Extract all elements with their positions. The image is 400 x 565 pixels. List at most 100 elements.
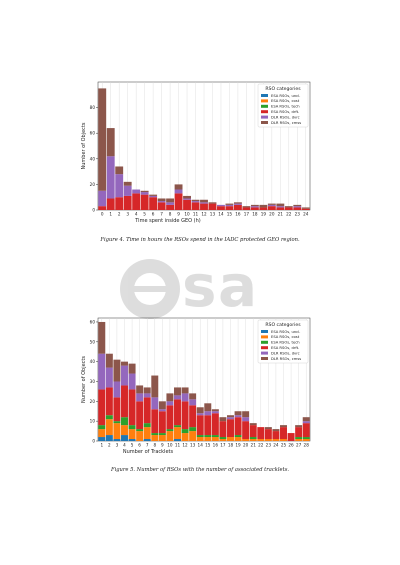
x-tick-label: 3 xyxy=(126,212,129,217)
bar-segment xyxy=(121,365,128,386)
y-tick-label: 50 xyxy=(90,339,96,344)
x-tick-label: 0 xyxy=(101,212,104,217)
bar-segment xyxy=(121,385,128,418)
bar-segment xyxy=(174,439,181,441)
bar-segment xyxy=(140,194,149,210)
legend-title: RSO categories xyxy=(265,86,301,92)
x-axis-label: Number of Tracklets xyxy=(123,449,174,455)
legend-entry: ESA RSOs, drft. xyxy=(271,346,299,350)
bar-segment xyxy=(211,435,219,438)
legend-swatch xyxy=(261,110,268,114)
bar-segment xyxy=(113,397,121,422)
bar-segment xyxy=(219,437,227,440)
bar-segment xyxy=(157,198,166,202)
x-tick-label: 12 xyxy=(182,443,188,448)
bar-segment xyxy=(211,409,219,412)
bar-segment xyxy=(280,425,287,428)
bar-segment xyxy=(158,401,166,410)
x-tick-label: 25 xyxy=(281,443,287,448)
bar-segment xyxy=(249,437,257,440)
bar-segment xyxy=(227,437,234,441)
bar-segment xyxy=(189,427,197,432)
bar-segment xyxy=(151,397,159,410)
bar-segment xyxy=(301,207,310,209)
bar-segment xyxy=(143,397,151,424)
bar-segment xyxy=(257,439,265,441)
bar-segment xyxy=(128,363,136,374)
bar-segment xyxy=(151,409,159,434)
bar-segment xyxy=(181,429,189,434)
x-tick-label: 14 xyxy=(218,212,224,217)
y-tick-label: 20 xyxy=(90,399,96,404)
x-tick-label: 1 xyxy=(100,443,103,448)
bar-segment xyxy=(158,435,166,441)
bar-segment xyxy=(293,206,302,208)
bar-segment xyxy=(157,202,166,210)
bar-segment xyxy=(242,439,250,441)
bar-segment xyxy=(242,411,250,418)
bar-segment xyxy=(174,399,181,426)
bar-segment xyxy=(249,423,257,426)
bar-segment xyxy=(234,411,242,416)
bar-segment xyxy=(302,421,310,424)
bar-segment xyxy=(295,427,303,438)
x-tick-label: 16 xyxy=(235,212,241,217)
bar-segment xyxy=(204,437,212,441)
bar-segment xyxy=(204,403,212,412)
bar-segment xyxy=(98,206,107,210)
bar-segment xyxy=(98,190,107,207)
x-tick-label: 4 xyxy=(135,212,138,217)
bar-segment xyxy=(287,433,295,441)
bar-segment xyxy=(105,367,113,388)
y-tick-label: 0 xyxy=(92,208,95,213)
bar-segment xyxy=(249,439,257,441)
bar-segment xyxy=(166,204,175,210)
bar-segment xyxy=(174,427,181,440)
x-tick-label: 15 xyxy=(205,443,211,448)
bar-segment xyxy=(166,429,174,432)
bar-segment xyxy=(105,435,113,441)
bar-segment xyxy=(264,439,272,441)
legend-entry: ESA RSOs, drft. xyxy=(271,110,299,114)
legend-box xyxy=(257,319,309,364)
bar-segment xyxy=(219,439,227,441)
bar-segment xyxy=(158,433,166,436)
bar-segment xyxy=(143,427,151,440)
x-tick-label: 4 xyxy=(123,443,126,448)
y-axis-label: Number of Objects xyxy=(81,122,87,169)
x-tick-label: 28 xyxy=(304,443,310,448)
bar-segment xyxy=(293,204,302,207)
bar-segment xyxy=(166,401,174,406)
legend-entry: ESA RSOs, uncl. xyxy=(271,94,300,98)
x-tick-label: 8 xyxy=(169,212,172,217)
legend-entry: ESA RSOs, tech xyxy=(271,105,300,109)
x-tick-label: 1 xyxy=(109,212,112,217)
bar-segment xyxy=(191,201,200,203)
bar-segment xyxy=(158,409,166,412)
bar-segment xyxy=(219,417,227,422)
bar-segment xyxy=(272,431,280,440)
bar-segment xyxy=(121,361,128,366)
bar-segment xyxy=(128,389,136,426)
bar-segment xyxy=(217,204,225,207)
bar-segment xyxy=(233,204,242,210)
bar-segment xyxy=(250,206,259,208)
bar-segment xyxy=(225,203,234,205)
x-tick-label: 12 xyxy=(201,212,207,217)
bar-segment xyxy=(166,405,174,430)
legend-swatch xyxy=(261,340,268,344)
bar-segment xyxy=(128,429,136,440)
bar-segment xyxy=(143,387,151,394)
y-tick-label: 80 xyxy=(90,105,96,110)
bar-segment xyxy=(249,425,257,438)
legend-swatch xyxy=(261,346,268,350)
bar-segment xyxy=(250,207,259,210)
x-tick-label: 13 xyxy=(190,443,196,448)
bar-segment xyxy=(181,393,189,402)
bar-segment xyxy=(211,411,219,414)
bar-segment xyxy=(217,206,225,210)
bar-segment xyxy=(121,425,128,436)
bar-segment xyxy=(302,439,310,441)
bar-segment xyxy=(267,203,276,205)
